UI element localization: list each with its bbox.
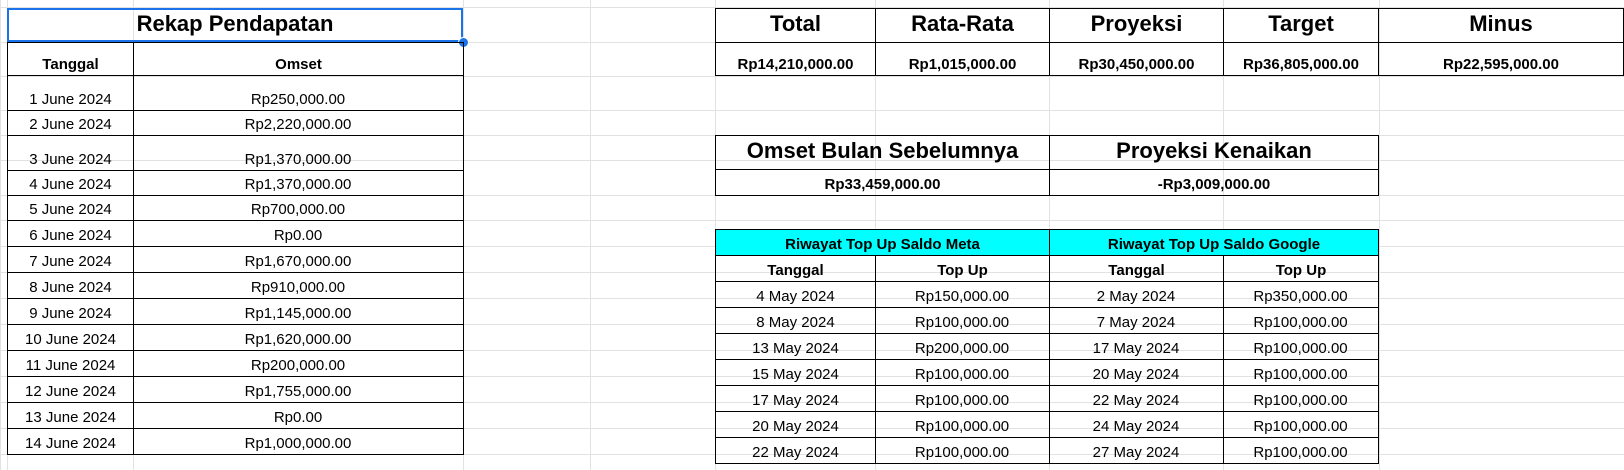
topup-meta-amount-cell[interactable]: Rp100,000.00 [875, 385, 1050, 412]
rekap-header-tanggal[interactable]: Tanggal [7, 42, 134, 76]
proyeksi-kenaikan-label-cell[interactable]: Proyeksi Kenaikan [1049, 135, 1379, 170]
gridline-horizontal [0, 76, 1624, 77]
rekap-omset-cell[interactable]: Rp0.00 [133, 402, 464, 429]
gridline-horizontal [0, 428, 1624, 429]
rekap-omset-cell[interactable]: Rp2,220,000.00 [133, 110, 464, 136]
topup-google-tanggal-cell[interactable]: 20 May 2024 [1049, 359, 1224, 386]
topup-google-amount-cell[interactable]: Rp100,000.00 [1223, 307, 1379, 334]
topup-meta-amount-cell[interactable]: Rp150,000.00 [875, 281, 1050, 308]
summary-header-cell[interactable]: Minus [1378, 8, 1624, 43]
summary-value-cell[interactable]: Rp36,805,000.00 [1223, 42, 1379, 76]
summary-value-cell[interactable]: Rp30,450,000.00 [1049, 42, 1224, 76]
rekap-omset-cell[interactable]: Rp1,670,000.00 [133, 246, 464, 273]
topup-meta-amount-cell[interactable]: Rp100,000.00 [875, 437, 1050, 464]
gridline-vertical [590, 0, 591, 470]
gridline-horizontal [0, 324, 1624, 325]
gridline-horizontal [0, 298, 1624, 299]
summary-header-cell[interactable]: Rata-Rata [875, 8, 1050, 43]
rekap-omset-cell[interactable]: Rp1,755,000.00 [133, 376, 464, 403]
topup-meta-amount-cell[interactable]: Rp200,000.00 [875, 333, 1050, 360]
rekap-omset-cell[interactable]: Rp200,000.00 [133, 350, 464, 377]
summary-header-cell[interactable]: Total [715, 8, 876, 43]
topup-meta-tanggal-cell[interactable]: 17 May 2024 [715, 385, 876, 412]
rekap-tanggal-cell[interactable]: 4 June 2024 [7, 170, 134, 196]
gridline-horizontal [0, 272, 1624, 273]
rekap-omset-cell[interactable]: Rp250,000.00 [133, 76, 464, 111]
rekap-omset-cell[interactable]: Rp700,000.00 [133, 195, 464, 221]
topup-meta-tanggal-cell[interactable]: 8 May 2024 [715, 307, 876, 334]
gridline-horizontal [0, 220, 1624, 221]
topup-meta-tanggal-cell[interactable]: 22 May 2024 [715, 437, 876, 464]
topup-meta-tanggal-cell[interactable]: 20 May 2024 [715, 411, 876, 438]
rekap-omset-cell[interactable]: Rp1,000,000.00 [133, 428, 464, 455]
topup-google-title-cell[interactable]: Riwayat Top Up Saldo Google [1049, 229, 1379, 256]
topup-google-tanggal-cell[interactable]: 27 May 2024 [1049, 437, 1224, 464]
rekap-tanggal-cell[interactable]: 1 June 2024 [7, 76, 134, 111]
gridline-horizontal [0, 454, 1624, 455]
gridline-horizontal [0, 110, 1624, 111]
rekap-tanggal-cell[interactable]: 12 June 2024 [7, 376, 134, 403]
summary-value-cell[interactable]: Rp14,210,000.00 [715, 42, 876, 76]
topup-meta-tanggal-cell[interactable]: 13 May 2024 [715, 333, 876, 360]
gridline-horizontal [0, 376, 1624, 377]
gridline-horizontal [0, 160, 1624, 161]
prev-omset-label-cell[interactable]: Omset Bulan Sebelumnya [715, 135, 1050, 170]
rekap-tanggal-cell[interactable]: 7 June 2024 [7, 246, 134, 273]
proyeksi-kenaikan-value-cell[interactable]: -Rp3,009,000.00 [1049, 169, 1379, 196]
topup-meta-header-topup[interactable]: Top Up [875, 255, 1050, 282]
topup-meta-tanggal-cell[interactable]: 4 May 2024 [715, 281, 876, 308]
rekap-tanggal-cell[interactable]: 11 June 2024 [7, 350, 134, 377]
rekap-omset-cell[interactable]: Rp1,370,000.00 [133, 170, 464, 196]
topup-google-amount-cell[interactable]: Rp100,000.00 [1223, 333, 1379, 360]
rekap-tanggal-cell[interactable]: 14 June 2024 [7, 428, 134, 455]
summary-value-cell[interactable]: Rp1,015,000.00 [875, 42, 1050, 76]
topup-meta-amount-cell[interactable]: Rp100,000.00 [875, 359, 1050, 386]
rekap-tanggal-cell[interactable]: 3 June 2024 [7, 135, 134, 171]
rekap-tanggal-cell[interactable]: 10 June 2024 [7, 324, 134, 351]
rekap-omset-cell[interactable]: Rp0.00 [133, 220, 464, 247]
topup-google-tanggal-cell[interactable]: 22 May 2024 [1049, 385, 1224, 412]
topup-google-header-topup[interactable]: Top Up [1223, 255, 1379, 282]
rekap-tanggal-cell[interactable]: 6 June 2024 [7, 220, 134, 247]
summary-value-cell[interactable]: Rp22,595,000.00 [1378, 42, 1624, 76]
prev-omset-value-cell[interactable]: Rp33,459,000.00 [715, 169, 1050, 196]
summary-header-cell[interactable]: Proyeksi [1049, 8, 1224, 43]
gridline-horizontal [0, 402, 1624, 403]
topup-google-tanggal-cell[interactable]: 17 May 2024 [1049, 333, 1224, 360]
topup-google-tanggal-cell[interactable]: 2 May 2024 [1049, 281, 1224, 308]
rekap-omset-cell[interactable]: Rp1,370,000.00 [133, 135, 464, 171]
gridline-vertical [1379, 0, 1380, 470]
topup-google-tanggal-cell[interactable]: 24 May 2024 [1049, 411, 1224, 438]
gridline-horizontal [0, 7, 1624, 8]
topup-meta-header-tanggal[interactable]: Tanggal [715, 255, 876, 282]
topup-google-header-tanggal[interactable]: Tanggal [1049, 255, 1224, 282]
gridline-horizontal [0, 350, 1624, 351]
rekap-tanggal-cell[interactable]: 9 June 2024 [7, 298, 134, 325]
rekap-tanggal-cell[interactable]: 8 June 2024 [7, 272, 134, 299]
rekap-omset-cell[interactable]: Rp1,620,000.00 [133, 324, 464, 351]
rekap-tanggal-cell[interactable]: 2 June 2024 [7, 110, 134, 136]
summary-header-cell[interactable]: Target [1223, 8, 1379, 43]
topup-google-amount-cell[interactable]: Rp100,000.00 [1223, 411, 1379, 438]
topup-meta-title-cell[interactable]: Riwayat Top Up Saldo Meta [715, 229, 1050, 256]
gridline-vertical [0, 0, 1, 470]
topup-google-amount-cell[interactable]: Rp100,000.00 [1223, 437, 1379, 464]
topup-meta-tanggal-cell[interactable]: 15 May 2024 [715, 359, 876, 386]
topup-google-amount-cell[interactable]: Rp100,000.00 [1223, 359, 1379, 386]
rekap-omset-cell[interactable]: Rp1,145,000.00 [133, 298, 464, 325]
rekap-tanggal-cell[interactable]: 5 June 2024 [7, 195, 134, 221]
rekap-tanggal-cell[interactable]: 13 June 2024 [7, 402, 134, 429]
topup-google-amount-cell[interactable]: Rp350,000.00 [1223, 281, 1379, 308]
rekap-omset-cell[interactable]: Rp910,000.00 [133, 272, 464, 299]
rekap-header-omset[interactable]: Omset [133, 42, 464, 76]
topup-google-tanggal-cell[interactable]: 7 May 2024 [1049, 307, 1224, 334]
topup-meta-amount-cell[interactable]: Rp100,000.00 [875, 411, 1050, 438]
topup-google-amount-cell[interactable]: Rp100,000.00 [1223, 385, 1379, 412]
topup-meta-amount-cell[interactable]: Rp100,000.00 [875, 307, 1050, 334]
rekap-title-cell[interactable]: Rekap Pendapatan [7, 8, 463, 42]
